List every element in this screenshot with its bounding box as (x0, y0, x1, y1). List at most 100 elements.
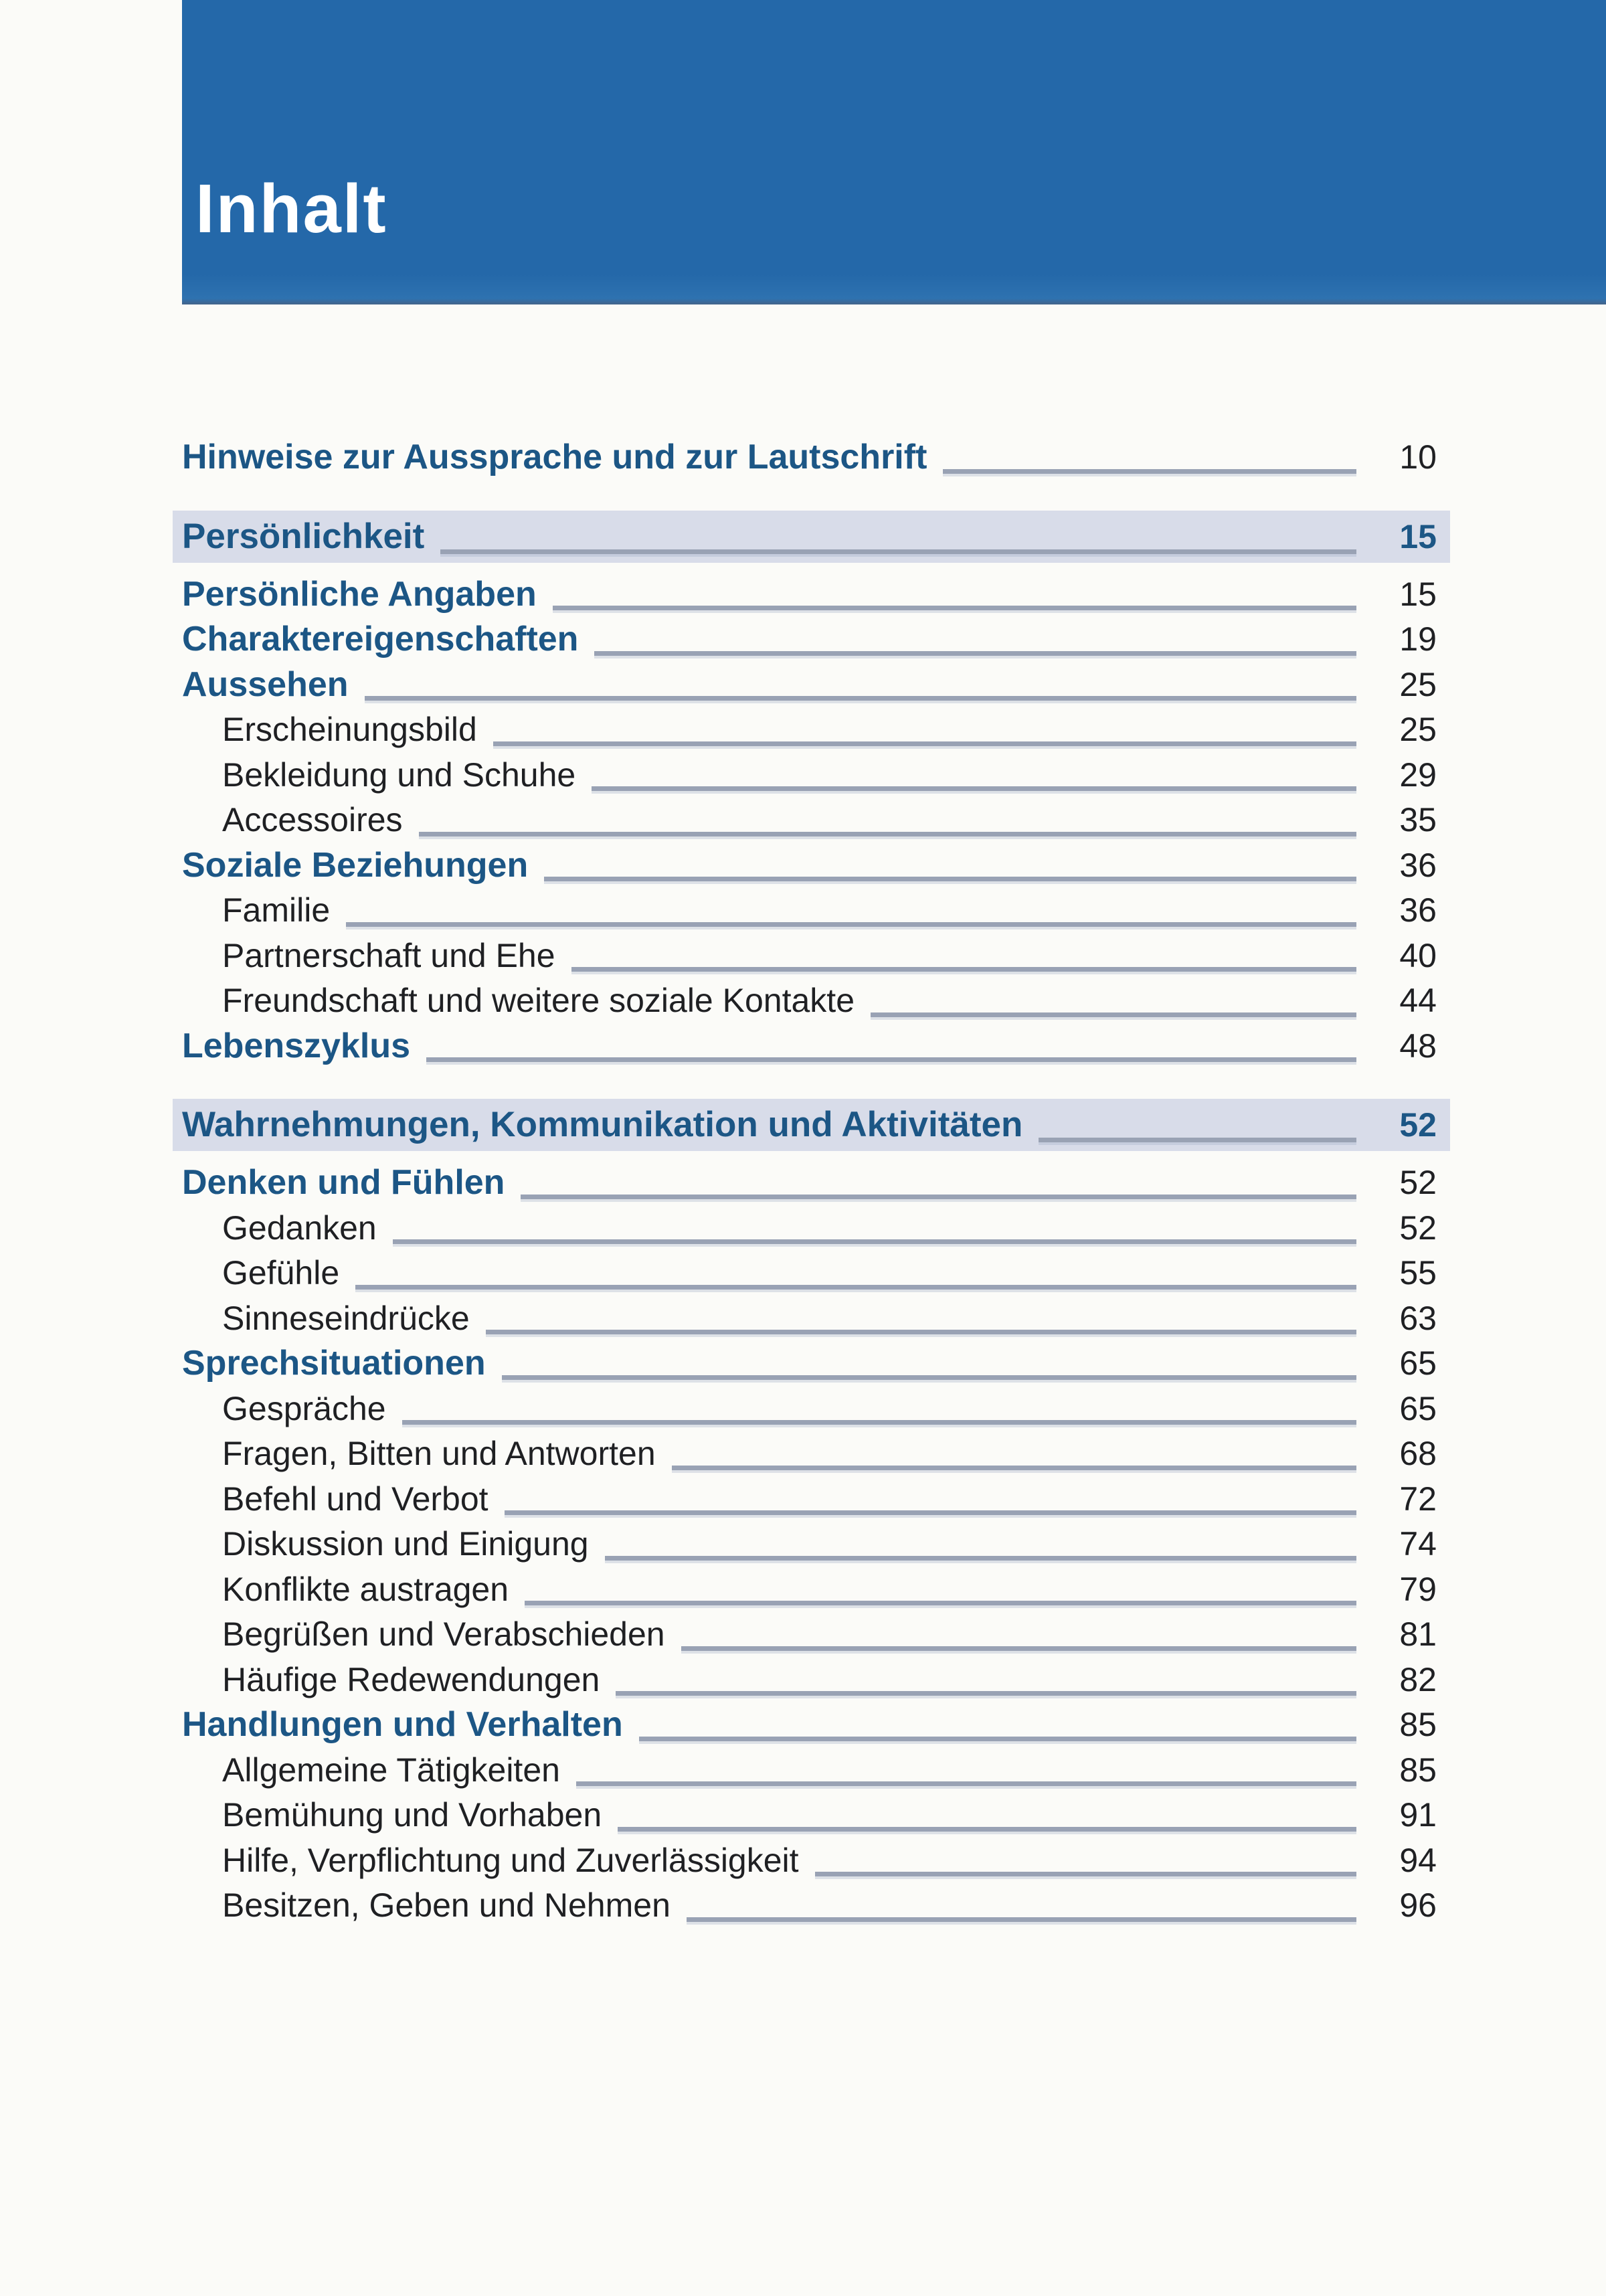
toc-entry-label: Gedanken (222, 1209, 377, 1247)
toc-row: Sinneseindrücke 63 (182, 1296, 1437, 1342)
leader-line (364, 696, 1356, 701)
leader-line (814, 1872, 1356, 1876)
leader-line (571, 967, 1356, 972)
leader-line (552, 606, 1356, 610)
toc-row: Besitzen, Geben und Nehmen 96 (182, 1883, 1437, 1929)
leader-line (686, 1917, 1356, 1922)
toc-row: Accessoires 35 (182, 798, 1437, 843)
toc-entry-page: 25 (1399, 665, 1437, 703)
toc-entry-label: Sinneseindrücke (222, 1299, 470, 1337)
toc-entry-label: Partnerschaft und Ehe (222, 936, 555, 974)
toc-row: Wahrnehmungen, Kommunikation und Aktivit… (173, 1099, 1450, 1151)
toc-row: Soziale Beziehungen 36 (182, 843, 1437, 889)
leader-line (355, 1284, 1356, 1290)
toc-entry-page: 52 (1399, 1209, 1437, 1247)
page-header: Inhalt (182, 0, 1606, 304)
toc-entry-page: 65 (1399, 1344, 1437, 1382)
leader-line (544, 877, 1356, 881)
toc-entry-label: Besitzen, Geben und Nehmen (222, 1886, 671, 1924)
toc-entry-label: Bemühung und Vorhaben (222, 1796, 602, 1834)
toc-entry-label: Accessoires (222, 801, 403, 838)
toc-row: Begrüßen und Verabschieden 81 (182, 1612, 1437, 1658)
page-title: Inhalt (195, 170, 387, 247)
leader-line (671, 1465, 1356, 1470)
toc-entry-label: Familie (222, 891, 331, 929)
toc-entry-page: 36 (1399, 846, 1437, 884)
toc-row: Diskussion und Einigung 74 (182, 1522, 1437, 1567)
leader-line (426, 1057, 1356, 1062)
leader-line (440, 549, 1356, 554)
toc-entry-page: 55 (1399, 1254, 1437, 1292)
leader-line (504, 1510, 1356, 1515)
toc-row: Handlungen und Verhalten 85 (182, 1702, 1437, 1748)
toc-row: Sprechsituationen 65 (182, 1341, 1437, 1387)
toc-row: Lebenszyklus 48 (182, 1024, 1437, 1069)
toc-row: Charaktereigenschaften 19 (182, 617, 1437, 663)
leader-line (402, 1420, 1356, 1425)
toc-row: Fragen, Bitten und Antworten 68 (182, 1431, 1437, 1477)
toc-entry-page: 10 (1399, 438, 1437, 476)
toc-entry-page: 91 (1399, 1796, 1437, 1834)
toc-row: Partnerschaft und Ehe 40 (182, 934, 1437, 979)
toc-entry-page: 65 (1399, 1389, 1437, 1427)
toc-row: Persönliche Angaben 15 (182, 572, 1437, 618)
toc-entry-page: 81 (1399, 1615, 1437, 1653)
toc-entry-page: 29 (1399, 756, 1437, 794)
toc-row: Gespräche 65 (182, 1387, 1437, 1432)
toc-entry-page: 36 (1399, 891, 1437, 929)
toc-entry-label: Persönlichkeit (182, 516, 425, 556)
toc-entry-label: Wahrnehmungen, Kommunikation und Aktivit… (182, 1105, 1023, 1144)
toc-entry-page: 79 (1399, 1570, 1437, 1608)
toc-entry-label: Denken und Fühlen (182, 1163, 505, 1202)
leader-line (594, 650, 1356, 656)
toc-row: Persönlichkeit 15 (173, 510, 1450, 563)
leader-line (521, 1194, 1356, 1199)
toc-entry-page: 52 (1399, 1106, 1437, 1144)
toc-entry-label: Diskussion und Einigung (222, 1525, 589, 1563)
leader-line (392, 1239, 1356, 1244)
toc-entry-label: Erscheinungsbild (222, 711, 477, 748)
leader-line (501, 1375, 1356, 1380)
toc-row: Bekleidung und Schuhe 29 (182, 753, 1437, 798)
toc-row: Erscheinungsbild 25 (182, 707, 1437, 753)
toc-entry-label: Persönliche Angaben (182, 574, 537, 614)
toc-entry-page: 15 (1399, 575, 1437, 613)
toc-entry-page: 94 (1399, 1841, 1437, 1879)
toc-entry-label: Freundschaft und weitere soziale Kontakt… (222, 982, 855, 1019)
toc-entry-label: Soziale Beziehungen (182, 845, 529, 885)
leader-line (618, 1826, 1356, 1832)
toc-row: Hilfe, Verpflichtung und Zuverlässigkeit… (182, 1838, 1437, 1884)
toc-entry-label: Handlungen und Verhalten (182, 1705, 623, 1744)
toc-entry-page: 96 (1399, 1886, 1437, 1924)
leader-line (525, 1601, 1356, 1605)
toc-entry-label: Konflikte austragen (222, 1570, 509, 1608)
leader-line (418, 831, 1356, 836)
toc-entry-page: 68 (1399, 1435, 1437, 1472)
leader-line (346, 921, 1356, 927)
leader-line (575, 1781, 1356, 1786)
toc-entry-page: 25 (1399, 711, 1437, 748)
toc-entry-page: 35 (1399, 801, 1437, 838)
toc-row: Gefühle 55 (182, 1251, 1437, 1296)
toc-row: Familie 36 (182, 888, 1437, 934)
toc-row: Allgemeine Tätigkeiten 85 (182, 1748, 1437, 1793)
toc-entry-label: Begrüßen und Verabschieden (222, 1615, 665, 1653)
toc-entry-page: 15 (1399, 517, 1437, 555)
toc-entry-page: 40 (1399, 936, 1437, 974)
toc-entry-page: 72 (1399, 1480, 1437, 1518)
toc-entry-label: Hinweise zur Aussprache und zur Lautschr… (182, 438, 927, 476)
toc-entry-page: 85 (1399, 1706, 1437, 1743)
leader-line (638, 1736, 1356, 1741)
leader-line (681, 1646, 1356, 1651)
toc-entry-label: Lebenszyklus (182, 1026, 411, 1065)
leader-line (592, 786, 1356, 791)
toc-entry-label: Gefühle (222, 1254, 340, 1292)
toc-entry-label: Hilfe, Verpflichtung und Zuverlässigkeit (222, 1841, 799, 1879)
toc-entry-label: Befehl und Verbot (222, 1480, 488, 1518)
leader-line (485, 1330, 1356, 1334)
leader-line (871, 1012, 1356, 1017)
leader-line (604, 1555, 1356, 1561)
toc-row: Denken und Fühlen 52 (182, 1160, 1437, 1206)
table-of-contents: Hinweise zur Aussprache und zur Lautschr… (173, 435, 1450, 1929)
toc-entry-page: 19 (1399, 620, 1437, 658)
